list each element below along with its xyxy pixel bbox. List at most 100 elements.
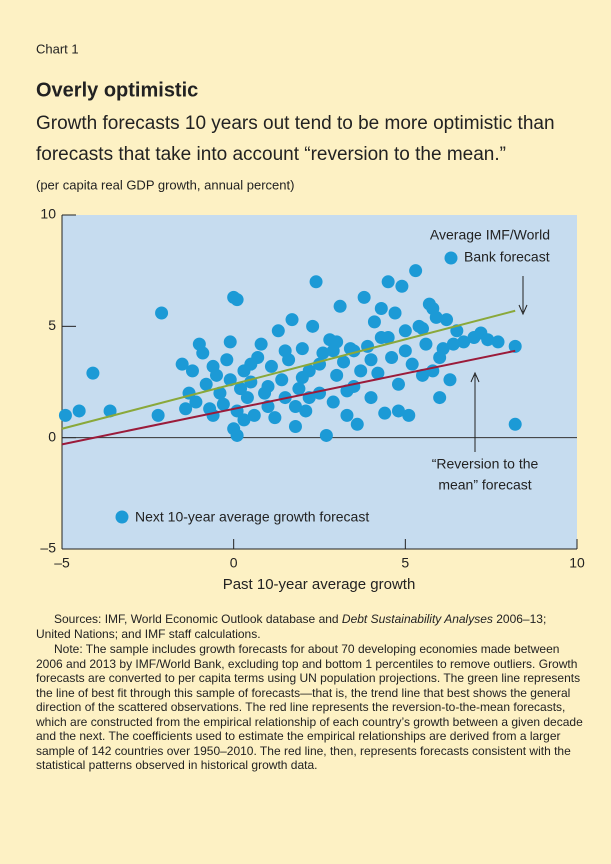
point [151,408,165,422]
annotation: Bank forecast [464,249,550,265]
point [292,382,306,396]
x-tick-label: 10 [569,555,585,571]
point [216,397,230,411]
point [398,324,412,338]
point [333,299,347,313]
point [395,279,409,293]
point [416,368,429,382]
point [481,333,495,347]
point [288,399,302,413]
point [230,293,244,307]
point [381,330,395,344]
chart: Chart 1 Overly optimistic Growth forecas… [36,41,585,593]
point [388,306,402,320]
point [354,364,368,378]
sources-text: 2006–13; United Nations; and IMF staff c… [36,612,547,641]
point [285,313,299,327]
point [254,337,268,351]
point [371,366,385,380]
sources-italic: Debt Sustainability Analyses [341,612,493,626]
arrow-head [518,304,528,316]
point [326,395,340,409]
point [86,366,100,380]
point [508,417,522,431]
plot-area [62,215,577,549]
annotation: “Reversion to the [432,456,539,472]
legend-label: Next 10-year average growth forecast [135,509,369,525]
point [220,353,234,367]
trend-line [61,309,516,430]
point [508,339,522,353]
point [309,275,323,289]
point [196,346,210,360]
point [426,302,440,316]
y-tick-label: 10 [40,206,56,222]
point [295,371,309,385]
point [416,322,429,336]
point [306,319,320,333]
point [405,357,419,371]
point [319,428,333,442]
annotation-dot [444,251,458,265]
point [230,428,244,442]
point [72,404,86,418]
point [367,315,381,329]
point [199,377,213,391]
sources: Sources: IMF, World Economic Outlook dat… [36,612,581,641]
point [391,377,405,391]
chart-label: Chart 1 [36,41,79,56]
y-tick-label: –5 [40,540,56,556]
point [316,346,330,360]
point [223,373,237,387]
point [385,351,399,365]
point [433,351,447,365]
x-axis-title: Past 10-year average growth [223,576,416,593]
point [357,290,371,304]
annotation: mean” forecast [438,477,531,493]
point [268,411,282,425]
point [288,420,302,434]
point [409,264,423,278]
trend-line [61,349,516,446]
arrow-head [470,371,480,383]
point [210,368,223,382]
point [264,359,278,373]
legend-marker [115,510,129,524]
point [295,342,309,356]
x-tick-label: 5 [401,555,409,571]
point [326,344,340,358]
point [240,391,254,405]
point [244,357,258,371]
point [391,404,405,418]
point [278,344,292,358]
point [223,335,237,349]
y-tick-label: 5 [48,317,56,333]
annotation: Average IMF/World [430,227,550,243]
point [340,384,354,398]
point [433,391,447,405]
point [179,402,193,416]
point [364,353,378,367]
point [381,275,395,289]
y-tick-label: 0 [48,428,56,444]
point [340,408,354,422]
point [275,373,289,387]
chart-title: Overly optimistic [36,79,198,101]
point [155,306,169,320]
point [457,335,471,349]
point [213,386,227,400]
subtitle: Growth forecasts 10 years out tend to be… [36,113,555,134]
point [491,335,505,349]
point [337,355,351,369]
note: Note: The sample includes growth forecas… [36,642,583,772]
point [189,395,203,409]
point [419,337,433,351]
point [234,382,248,396]
x-tick-label: 0 [230,555,238,571]
point [261,379,275,393]
point [350,417,364,431]
point [378,406,392,420]
point [299,404,313,418]
point [374,302,388,316]
